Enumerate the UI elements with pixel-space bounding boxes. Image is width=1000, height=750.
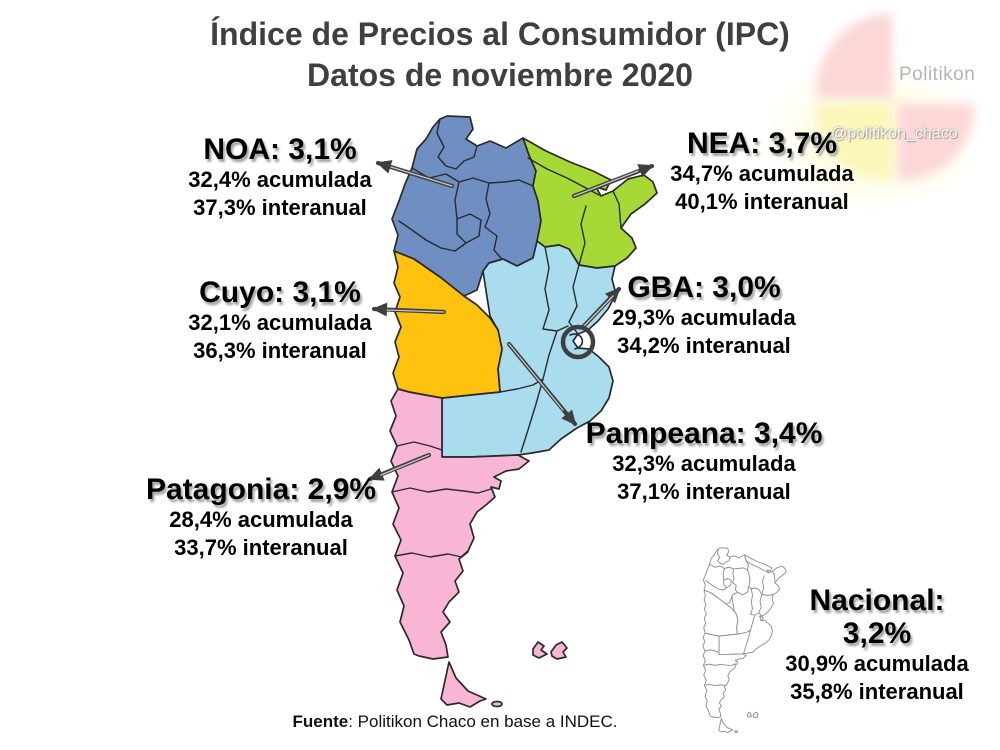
- arrow-pampeana-highlight: [508, 343, 564, 411]
- pampeana-value: Pampeana: 3,4%: [585, 417, 823, 450]
- gba-area-outline: [569, 333, 584, 350]
- arrow-patagonia-highlight: [380, 454, 430, 476]
- pampeana-accumulated: 32,3% acumulada: [612, 451, 796, 476]
- region-label-noa: NOA: 3,1% 32,4% acumulada 37,3% interanu…: [188, 133, 371, 222]
- arrow-nea-highlight: [573, 170, 639, 197]
- arrow-cuyo-highlight: [386, 309, 445, 313]
- nea-yoy: 40,1% interanual: [675, 189, 849, 214]
- cuyo-accumulated: 32,1% acumulada: [188, 310, 372, 335]
- patagonia-yoy: 33,7% interanual: [174, 535, 348, 560]
- tierra-del-fuego-shape: [718, 718, 734, 734]
- region-label-cuyo: Cuyo: 3,1% 32,1% acumulada 36,3% interan…: [188, 276, 371, 365]
- page-title: Índice de Precios al Consumidor (IPC) Da…: [0, 14, 1000, 96]
- region-label-gba: GBA: 3,0% 29,3% acumulada 34,2% interanu…: [612, 271, 795, 360]
- arrow-noa-highlight: [390, 166, 453, 187]
- noa-accumulated: 32,4% acumulada: [188, 167, 372, 192]
- cuyo-value: Cuyo: 3,1%: [199, 276, 361, 309]
- isla-de-los-estados-shape: [491, 700, 503, 708]
- region-patagonia-shape: [702, 632, 747, 719]
- malvinas-west-shape: [532, 641, 548, 659]
- tierra-del-fuego-shape: [440, 661, 487, 708]
- province-borders: [391, 118, 622, 558]
- national-mini-map: [702, 547, 787, 734]
- province-borders: [702, 548, 776, 687]
- patagonia-value: Patagonia: 2,9%: [145, 473, 377, 506]
- region-label-nacional: Nacional: 3,2% 30,9% acumulada 35,8% int…: [785, 584, 968, 706]
- nacional-yoy: 35,8% interanual: [790, 679, 964, 704]
- region-label-nea: NEA: 3,7% 34,7% acumulada 40,1% interanu…: [670, 127, 853, 216]
- nea-value: NEA: 3,7%: [686, 127, 838, 160]
- title-line-1: Índice de Precios al Consumidor (IPC): [210, 16, 790, 52]
- gba-area-outline: [758, 615, 764, 622]
- region-label-patagonia: Patagonia: 2,9% 28,4% acumulada 33,7% in…: [146, 473, 376, 562]
- source-text: : Politikon Chaco en base a INDEC.: [348, 712, 618, 731]
- nacional-value: 3,2%: [842, 617, 912, 650]
- title-line-2: Datos de noviembre 2020: [307, 57, 693, 93]
- patagonia-accumulated: 28,4% acumulada: [169, 507, 353, 532]
- region-nea-shape: [743, 554, 787, 596]
- malvinas-east-shape: [550, 641, 568, 660]
- gba-value: GBA: 3,0%: [627, 271, 781, 304]
- region-label-pampeana: Pampeana: 3,4% 32,3% acumulada 37,1% int…: [586, 417, 823, 506]
- gba-highlight-circle: [560, 324, 596, 360]
- gba-yoy: 34,2% interanual: [617, 333, 791, 358]
- province-shapes: [702, 547, 787, 734]
- source-label: Fuente: [292, 712, 349, 731]
- pampeana-yoy: 37,1% interanual: [617, 479, 791, 504]
- arrow-gba-highlight: [582, 295, 614, 328]
- noa-value: NOA: 3,1%: [203, 133, 357, 166]
- callout-arrows: [367, 160, 655, 482]
- cuyo-yoy: 36,3% interanual: [193, 338, 367, 363]
- nea-accumulated: 34,7% acumulada: [670, 161, 854, 186]
- malvinas-west-shape: [747, 711, 753, 718]
- nacional-accumulated: 30,9% acumulada: [785, 651, 969, 676]
- malvinas-east-shape: [752, 711, 759, 719]
- gba-accumulated: 29,3% acumulada: [612, 305, 796, 330]
- region-nea-shape: [522, 137, 658, 269]
- politikon-logo-text: Politikon: [899, 64, 976, 85]
- province-shapes: [389, 115, 658, 708]
- source-note: Fuente: Politikon Chaco en base a INDEC.: [292, 711, 617, 733]
- twitter-handle-watermark: @politikon_chaco: [831, 125, 958, 142]
- isla-de-los-estados-shape: [734, 730, 739, 733]
- noa-yoy: 37,3% interanual: [193, 195, 367, 220]
- nacional-title: Nacional:: [809, 584, 945, 617]
